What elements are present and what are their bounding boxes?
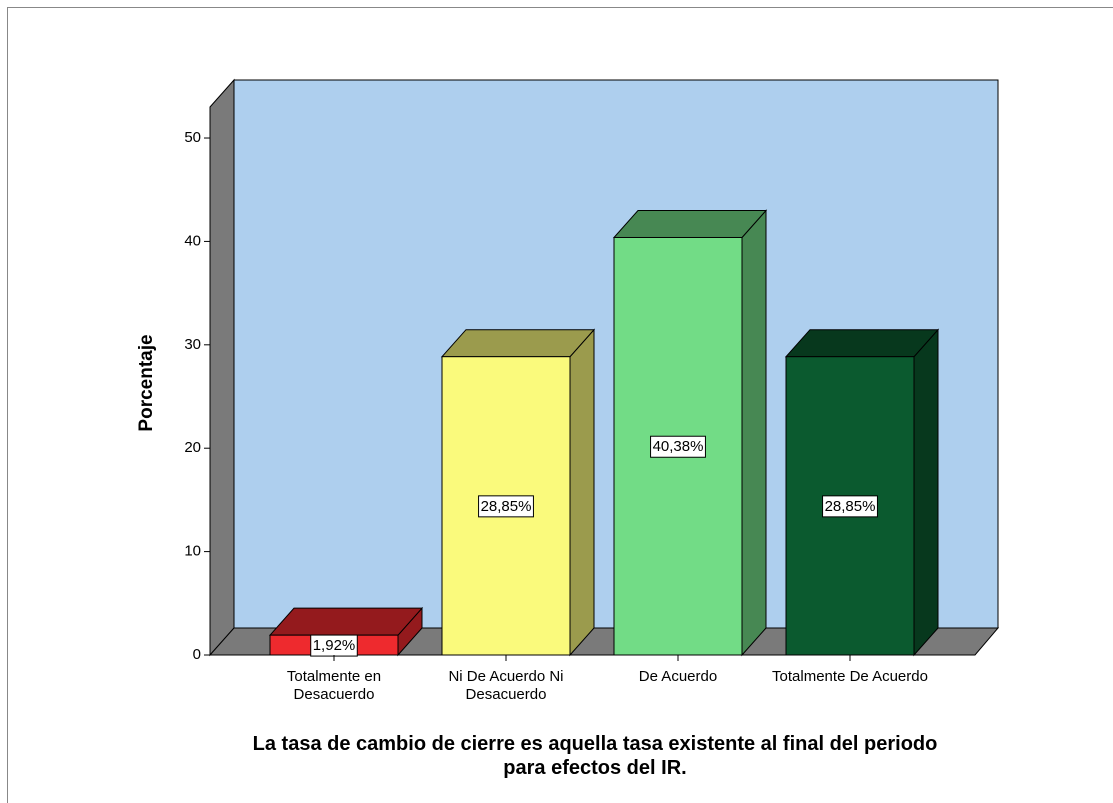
value-label: 28,85% [825, 498, 876, 515]
x-tick-label: Totalmente en Desacuerdo [286, 668, 382, 703]
bar-top [440, 329, 596, 358]
bar-top [612, 209, 768, 238]
bar-side [741, 209, 767, 657]
y-tick-label: 40 [184, 232, 201, 249]
bar-top [784, 329, 940, 358]
x-tick-label: Totalmente De Acuerdo [772, 668, 928, 685]
bar-side [569, 328, 595, 657]
y-tick-label: 50 [184, 129, 201, 146]
bar-side [913, 328, 939, 657]
value-label-box [478, 495, 534, 518]
value-label: 28,85% [481, 498, 532, 515]
y-tick-label: 10 [184, 543, 201, 560]
x-tick-label: De Acuerdo [638, 668, 718, 685]
bar-top [268, 607, 424, 636]
value-label-box [822, 495, 878, 518]
y-tick-label: 20 [184, 439, 201, 456]
value-label: 40,38% [653, 438, 704, 455]
y-tick-label: 0 [193, 646, 201, 663]
y-axis-label: Porcentaje [136, 334, 157, 431]
x-axis-label: La tasa de cambio de cierre es aquella t… [252, 733, 938, 779]
side-wall [209, 78, 235, 657]
value-label-box [650, 435, 706, 458]
x-tick-label: Ni De Acuerdo Ni Desacuerdo [448, 668, 564, 703]
y-tick-label: 30 [184, 336, 201, 353]
value-label: 1,92% [313, 637, 356, 654]
